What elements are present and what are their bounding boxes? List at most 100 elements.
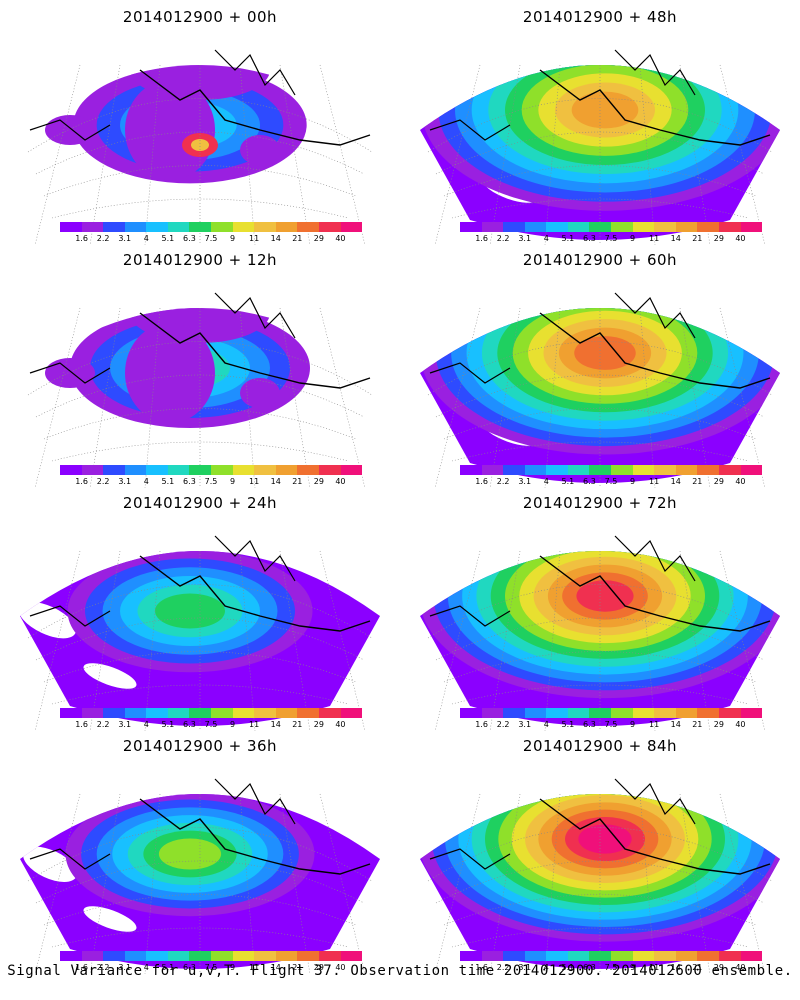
colorbar-tick-label: 29 [313,963,324,972]
colorbar-segment [567,708,590,718]
colorbar-tick-label: 21 [692,963,703,972]
colorbar-segment [146,465,168,475]
colorbar-tick-label: 9 [230,477,236,486]
colorbar-labels: 1.6 2.2 3.1 4 5.1 6.3 7.5 9 11 14 21 29 40 [452,963,772,975]
colorbar-segment [675,708,698,718]
colorbar-segment [254,708,276,718]
colorbar-segment [211,465,233,475]
colorbar-segment [718,222,741,232]
colorbar-segment [589,708,612,718]
variance-map [420,778,780,974]
colorbar-segment [60,465,82,475]
colorbar-labels: 1.6 2.2 3.1 4 5.1 6.3 7.5 9 11 14 21 29 40 [452,720,772,732]
colorbar-segment [167,708,190,718]
colorbar-tick-label: 6.3 [583,720,596,729]
variance-map [20,49,380,245]
colorbar-tick-label: 29 [713,720,724,729]
colorbar-tick-label: 14 [270,477,281,486]
colorbar-segment [60,951,82,961]
colorbar-segment [460,465,482,475]
colorbar-segment [81,708,104,718]
colorbar-segment [189,222,212,232]
colorbar-tick-label: 7.5 [604,234,618,243]
colorbar-segment [567,222,590,232]
panel-title: 2014012900 + 84h [522,737,678,755]
colorbar-tick-label: 9 [630,234,636,243]
colorbar-tick-label: 1.6 [475,234,488,243]
colorbar-tick-label: 29 [313,720,324,729]
colorbar-segment [697,465,719,475]
colorbar-segment [589,222,612,232]
colorbar-segment [340,222,363,232]
colorbar-tick-label: 5.1 [561,234,575,243]
colorbar-segment [318,465,341,475]
colorbar-tick-label: 21 [692,720,703,729]
colorbar-tick-label: 7.5 [204,720,218,729]
colorbar-segment [275,951,298,961]
colorbar-tick-label: 4 [143,963,149,972]
colorbar-segment [503,222,525,232]
variance-map [420,292,780,488]
colorbar-tick-label: 40 [735,234,746,243]
panel-title: 2014012900 + 00h [122,8,278,26]
colorbar-segment [632,708,655,718]
panel-title: 2014012900 + 60h [522,251,678,269]
colorbar-segment [611,465,633,475]
colorbar-tick-label: 5.1 [161,234,175,243]
colorbar-segment [297,708,319,718]
colorbar-segment [124,708,147,718]
colorbar-tick-label: 5.1 [161,720,175,729]
colorbar-segment [546,708,568,718]
colorbar-tick-label: 14 [670,477,681,486]
colorbar-segment [60,222,82,232]
colorbar-segment [103,465,125,475]
colorbar-segment [167,465,190,475]
colorbar-segment [654,708,676,718]
colorbar-tick-label: 5.1 [161,477,175,486]
colorbar-labels: 1.6 2.2 3.1 4 5.1 6.3 7.5 9 11 14 21 29 40 [52,477,372,489]
colorbar-segment [232,951,255,961]
colorbar-tick-label: 14 [670,720,681,729]
colorbar-tick-label: 40 [735,963,746,972]
colorbar-segment [654,951,676,961]
colorbar-tick-label: 11 [649,477,660,486]
colorbar-tick-label: 1.6 [75,477,88,486]
colorbar-tick-label: 2.2 [496,720,510,729]
colorbar-tick-label: 7.5 [204,234,218,243]
colorbar-tick-label: 9 [630,963,636,972]
colorbar-tick-label: 7.5 [204,477,218,486]
colorbar-segment [589,465,612,475]
colorbar-tick-label: 1.6 [75,963,88,972]
colorbar-tick-label: 29 [713,963,724,972]
colorbar-tick-label: 11 [249,963,260,972]
colorbar-segment [124,951,147,961]
colorbar-segment [675,465,698,475]
colorbar-tick-label: 6.3 [183,720,196,729]
colorbar-tick-label: 3.1 [118,720,132,729]
colorbar-segment [167,222,190,232]
colorbar-labels: 1.6 2.2 3.1 4 5.1 6.3 7.5 9 11 14 21 29 40 [452,234,772,246]
colorbar-segment [275,708,298,718]
colorbar-tick-label: 2.2 [96,963,110,972]
colorbar-segment [740,951,763,961]
colorbar-segment [718,708,741,718]
colorbar-segment [318,222,341,232]
map-panel: 2014012900 + 36h 1.6 2.2 3.1 4 5.1 6.3 7.5 9 11 14… [0,729,400,974]
colorbar-tick-label: 5.1 [161,963,175,972]
panel-title: 2014012900 + 24h [122,494,278,512]
colorbar-segment [675,951,698,961]
colorbar-segment [718,951,741,961]
colorbar-tick-label: 2.2 [496,963,510,972]
colorbar-tick-label: 40 [735,720,746,729]
colorbar-segment [124,465,147,475]
colorbar-segment [146,951,168,961]
colorbar-segment [211,951,233,961]
colorbar-segment [211,708,233,718]
colorbar-tick-label: 7.5 [604,477,618,486]
colorbar-tick-label: 9 [230,720,236,729]
colorbar-tick-label: 4 [543,720,549,729]
colorbar-tick-label: 6.3 [183,234,196,243]
colorbar-segment [503,951,525,961]
colorbar-tick-label: 2.2 [496,234,510,243]
colorbar-tick-label: 6.3 [183,477,196,486]
